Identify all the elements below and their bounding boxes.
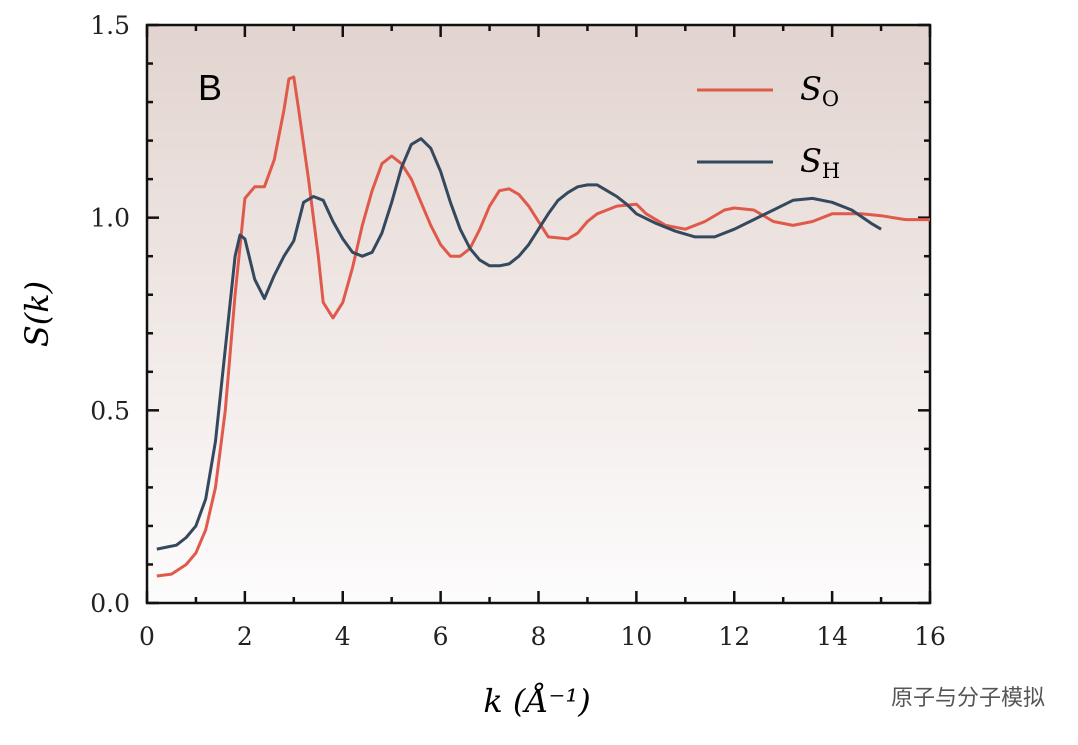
- legend-label: SH: [800, 142, 840, 183]
- x-tick-label: 16: [914, 622, 946, 651]
- x-tick-label: 4: [335, 622, 351, 651]
- x-tick-label: 12: [718, 622, 750, 651]
- x-tick-label: 2: [237, 622, 253, 651]
- x-tick-label: 0: [139, 622, 155, 651]
- x-tick-label: 10: [620, 622, 652, 651]
- watermark: 原子与分子模拟: [891, 686, 1045, 711]
- panel-label: B: [198, 67, 222, 108]
- y-tick-label: 0.0: [90, 589, 130, 618]
- plot-background: [147, 25, 930, 603]
- y-axis-label: S(k): [18, 281, 56, 347]
- y-tick-label: 1.0: [90, 204, 130, 233]
- y-tick-label: 0.5: [90, 396, 130, 425]
- data-line: [156, 137, 882, 551]
- data-line: [156, 75, 930, 578]
- x-tick-label: 8: [531, 622, 547, 651]
- x-axis-label: k (Å⁻¹): [483, 682, 590, 720]
- x-tick-label: 6: [433, 622, 449, 651]
- legend-label: SO: [800, 70, 839, 111]
- y-tick-label: 1.5: [90, 11, 130, 40]
- x-tick-label: 14: [816, 622, 848, 651]
